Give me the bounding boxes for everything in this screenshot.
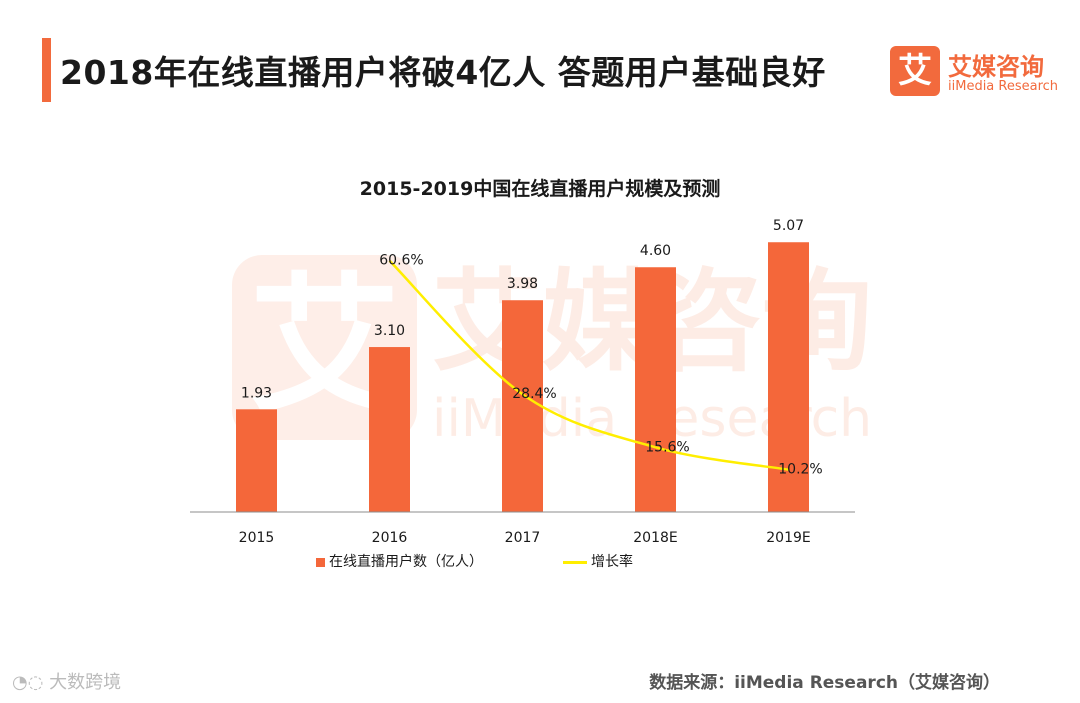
bar-2015 xyxy=(236,409,277,512)
chart-title: 2015-2019中国在线直播用户规模及预测 xyxy=(359,178,721,200)
bar-value-label: 3.10 xyxy=(374,323,405,339)
growth-rate-label: 15.6% xyxy=(645,439,689,455)
x-tick-label: 2017 xyxy=(505,530,541,546)
legend-line-swatch xyxy=(563,560,587,564)
bar-value-label: 3.98 xyxy=(507,276,538,292)
data-source: 数据来源：iiMedia Research（艾媒咨询） xyxy=(649,673,1000,693)
page-title: 2018年在线直播用户将破4亿人 答题用户基础良好 xyxy=(60,53,826,92)
platform-watermark: ◔◌ 大数跨境 xyxy=(12,668,121,694)
weibo-icon: ◔◌ xyxy=(12,672,50,693)
legend-item-users: 在线直播用户数（亿人） xyxy=(316,551,483,571)
bar-value-label: 5.07 xyxy=(773,218,804,234)
legend-label-growth: 增长率 xyxy=(591,554,633,570)
brand-icon: 艾 xyxy=(890,46,940,96)
growth-rate-label: 10.2% xyxy=(778,462,822,478)
bar-value-label: 1.93 xyxy=(241,385,272,401)
legend-item-growth: 增长率 xyxy=(563,551,633,571)
bar-2016 xyxy=(369,347,410,512)
growth-rate-line xyxy=(388,259,789,471)
x-tick-label: 2015 xyxy=(239,530,275,546)
x-tick-label: 2016 xyxy=(372,530,408,546)
brand-name-en: iiMedia Research xyxy=(948,79,1059,94)
growth-rate-label: 60.6% xyxy=(379,253,423,269)
x-tick-label: 2018E xyxy=(633,530,677,546)
bar-value-label: 4.60 xyxy=(640,243,671,259)
legend-bar-swatch xyxy=(316,557,325,567)
brand-name-cn: 艾媒咨询 xyxy=(948,53,1044,81)
title-accent-bar xyxy=(42,38,51,102)
growth-rate-label: 28.4% xyxy=(512,386,556,402)
legend-label-users: 在线直播用户数（亿人） xyxy=(329,554,483,570)
bar-2018E xyxy=(635,267,676,512)
x-tick-label: 2019E xyxy=(766,530,810,546)
platform-watermark-text: 大数跨境 xyxy=(49,672,122,693)
bar-2017 xyxy=(502,300,543,512)
brand-logo: 艾 艾媒咨询 iiMedia Research xyxy=(890,44,1070,100)
